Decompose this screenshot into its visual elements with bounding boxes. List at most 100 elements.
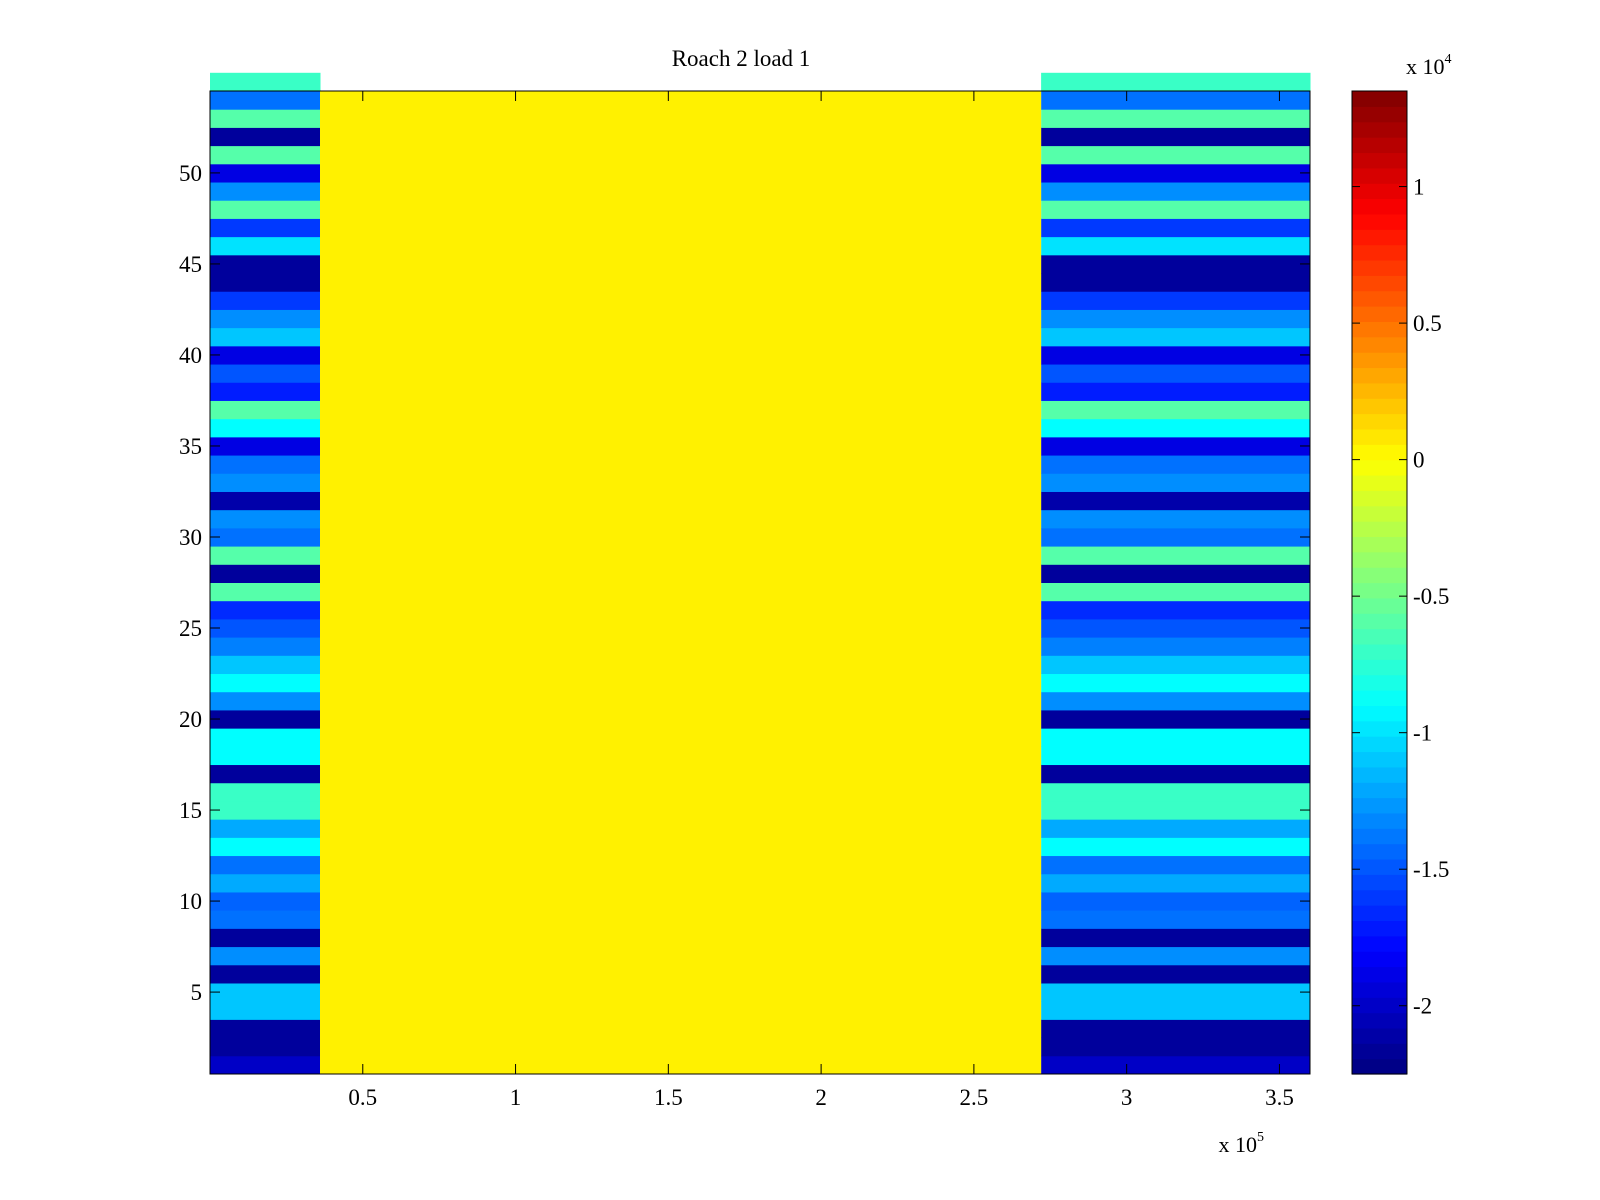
colorbar-swatch — [1352, 874, 1407, 891]
heatmap-cell — [1041, 618, 1311, 638]
x-tick-label: 3 — [1121, 1085, 1133, 1110]
heatmap-cell — [1041, 327, 1311, 347]
heatmap-cell — [1041, 582, 1311, 602]
heatmap-cell — [1041, 673, 1311, 693]
heatmap-cell — [1041, 127, 1311, 147]
heatmap-cell — [210, 546, 321, 565]
heatmap-cell — [210, 473, 321, 492]
colorbar-swatch — [1352, 244, 1407, 261]
heatmap-cell — [210, 382, 321, 401]
heatmap-cell — [210, 436, 321, 456]
colorbar-swatch — [1352, 275, 1407, 292]
heatmap-cell — [210, 182, 321, 201]
plot-frame — [209, 90, 1311, 1075]
heatmap-cell — [1041, 455, 1311, 474]
colorbar-swatch — [1352, 951, 1407, 968]
colorbar-swatch — [1352, 413, 1407, 430]
heatmap-cell — [1041, 182, 1311, 201]
heatmap-cell — [210, 709, 321, 729]
heatmap-cell — [210, 564, 321, 583]
left-band — [210, 72, 321, 1075]
heatmap-cell — [1041, 964, 1311, 984]
heatmap-cell — [210, 618, 321, 638]
heatmap-cell — [1041, 1055, 1311, 1075]
heatmap-cell — [210, 109, 321, 128]
colorbar-swatch — [1352, 152, 1407, 169]
colorbar-swatch — [1352, 659, 1407, 676]
heatmap-cell — [1041, 709, 1311, 729]
heatmap-cell — [210, 72, 321, 92]
heatmap-cell — [210, 1001, 321, 1020]
colorbar-swatch — [1352, 720, 1407, 737]
colorbar-swatch — [1352, 858, 1407, 875]
colorbar-swatch — [1352, 889, 1407, 906]
chart-title: Roach 2 load 1 — [672, 46, 811, 71]
heatmap-cell — [1041, 236, 1311, 256]
heatmap-cell — [1041, 1037, 1311, 1057]
colorbar-tick-label: 0.5 — [1413, 311, 1442, 336]
heatmap-cell — [210, 291, 321, 310]
colorbar-swatch — [1352, 1027, 1407, 1044]
heatmap-cell — [1041, 800, 1311, 820]
heatmap-cell — [210, 946, 321, 966]
colorbar-swatch — [1352, 536, 1407, 553]
colorbar-tick-label: -1 — [1413, 721, 1432, 746]
heatmap-cell — [1041, 491, 1311, 511]
heatmap-cell — [210, 455, 321, 474]
heatmap-cell — [210, 873, 321, 893]
middle-band — [320, 91, 1042, 1074]
y-axis: 5 10 15 20 25 30 35 40 45 50 — [179, 161, 1310, 1005]
heatmap-cell — [1041, 746, 1311, 766]
colorbar-swatch — [1352, 981, 1407, 998]
colorbar-swatch — [1352, 183, 1407, 200]
colorbar-swatch — [1352, 705, 1407, 722]
heatmap-cell — [1041, 546, 1311, 565]
heatmap-cell — [1041, 91, 1311, 110]
colorbar-swatch — [1352, 336, 1407, 353]
heatmap-cell — [1041, 163, 1311, 183]
x-tick-label: 1 — [510, 1085, 522, 1110]
colorbar-frame — [1351, 90, 1408, 1075]
heatmap-cell — [1041, 891, 1311, 911]
heatmap-cell — [210, 782, 321, 802]
heatmap-cell — [210, 691, 321, 711]
heatmap-cell — [210, 746, 321, 766]
heatmap-cell — [1041, 600, 1311, 620]
heatmap-cell — [1041, 509, 1311, 529]
colorbar-swatch — [1352, 1058, 1407, 1075]
y-tick-label: 35 — [179, 434, 202, 459]
colorbar-swatch — [1352, 213, 1407, 230]
colorbar-swatch — [1352, 567, 1407, 584]
colorbar-tick-label: 1 — [1413, 175, 1425, 200]
colorbar-swatch — [1352, 690, 1407, 706]
heatmap-cell — [210, 819, 321, 838]
colorbar-swatch — [1352, 367, 1407, 384]
colorbar-swatch — [1352, 167, 1407, 184]
heatmap-cell — [210, 127, 321, 147]
heatmap-cell — [1041, 564, 1311, 583]
colorbar-swatch — [1352, 751, 1407, 768]
heatmap-cell — [1041, 728, 1311, 747]
heatmap-cell — [1041, 218, 1311, 238]
heatmap-cell — [1041, 109, 1311, 128]
y-tick-label: 45 — [179, 252, 202, 277]
heatmap-cell — [1041, 273, 1311, 292]
colorbar-swatch — [1352, 674, 1407, 691]
colorbar-swatch — [1352, 966, 1407, 983]
colorbar-swatch — [1352, 935, 1407, 952]
heatmap-cell — [210, 218, 321, 238]
colorbar-swatch — [1352, 905, 1407, 922]
colorbar-swatch — [1352, 736, 1407, 753]
colorbar-tick-label: -1.5 — [1413, 857, 1449, 882]
heatmap-cell — [1041, 145, 1311, 165]
x-tick-label: 2 — [815, 1085, 827, 1110]
heatmap-cell — [210, 527, 321, 547]
colorbar-swatch — [1352, 628, 1407, 645]
colorbar-swatch — [1352, 920, 1407, 937]
heatmap-cell — [210, 509, 321, 529]
colorbar-tick-label: -0.5 — [1413, 584, 1449, 609]
colorbar-swatch — [1352, 843, 1407, 860]
colorbar-swatch — [1352, 321, 1407, 338]
colorbar-swatch — [1352, 121, 1407, 138]
